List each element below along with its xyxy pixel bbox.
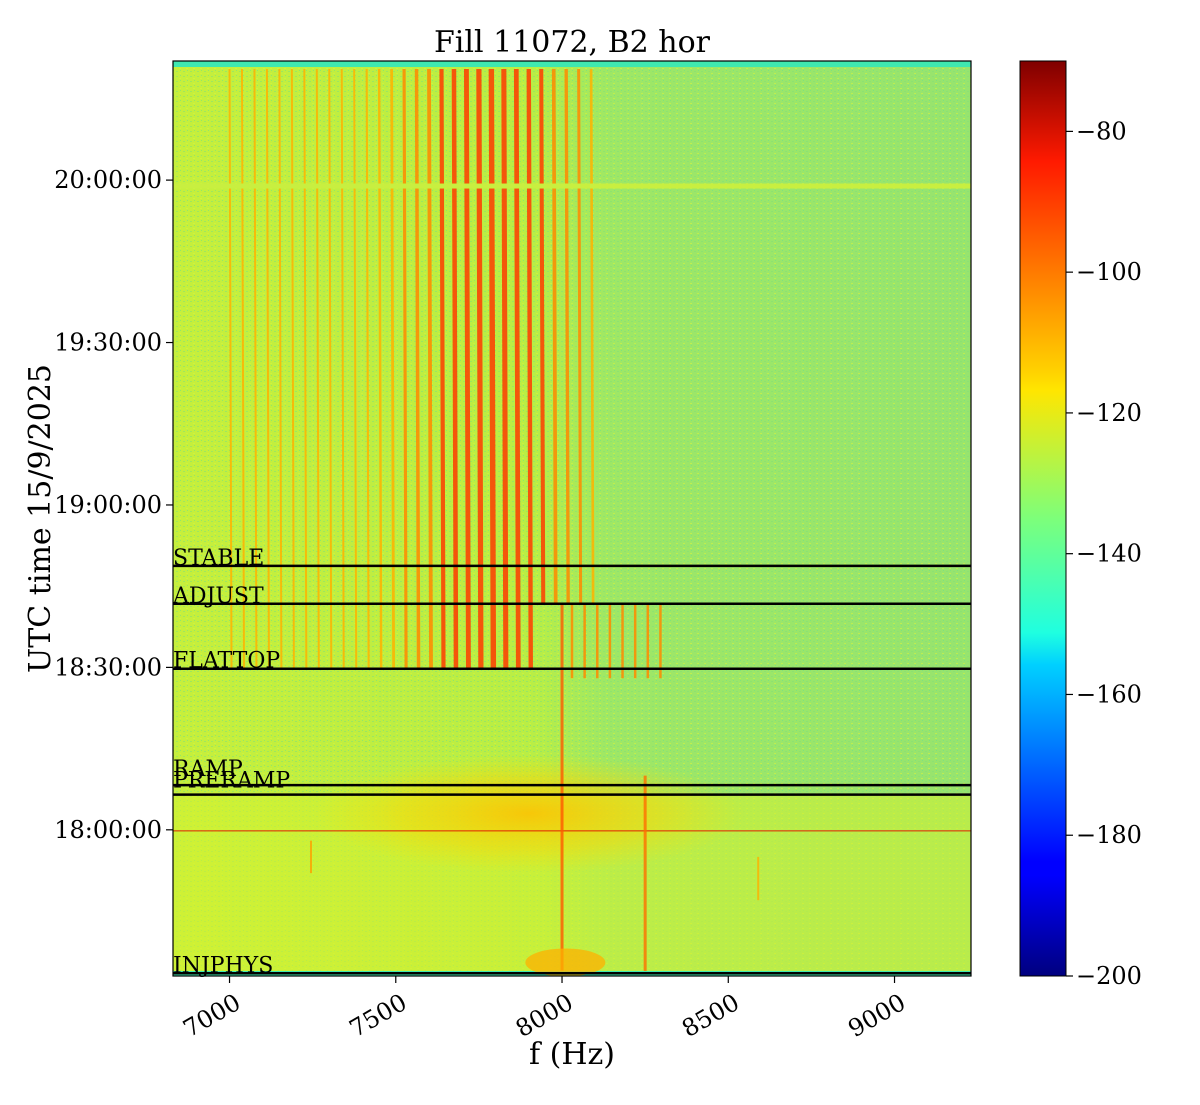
x-axis-label: f (Hz): [529, 1037, 615, 1072]
x-axis: 7000 7500 8000 8500 9000: [178, 976, 910, 1043]
y-axis: 18:00:00 18:30:00 19:00:00 19:30:00 20:00:00: [54, 166, 173, 844]
heatmap-spectral-line: [551, 68, 558, 604]
heatmap-spectral-line: [476, 68, 484, 669]
heatmap-ramp-glow: [312, 753, 745, 874]
heatmap-spectral-line: [377, 68, 383, 669]
heatmap-gap-band: [173, 183, 971, 189]
heatmap-spectral-line: [303, 68, 308, 669]
x-tick-label: 8000: [511, 988, 578, 1043]
phase-label-preramp: PRERAMP: [173, 769, 290, 794]
heatmap-spectral-line: [439, 68, 446, 669]
heatmap-injection-blob: [525, 948, 606, 976]
colorbar-tick-label: −160: [1076, 680, 1142, 708]
heatmap-spectral-line: [402, 68, 408, 669]
y-tick-label: 18:30:00: [54, 653, 162, 681]
y-tick-label: 20:00:00: [54, 166, 162, 194]
colorbar-tick-label: −140: [1076, 540, 1142, 568]
heatmap-spectral-line: [451, 68, 459, 669]
heatmap-spectral-line: [228, 68, 233, 669]
heatmap-top-band: [173, 61, 971, 67]
y-tick-label: 19:30:00: [54, 329, 162, 357]
y-axis-label: UTC time 15/9/2025: [23, 364, 58, 673]
phase-label-ramp: RAMP: [173, 757, 243, 782]
phase-label-flattop: FLATTOP: [173, 649, 280, 674]
heatmap-spectral-line: [488, 68, 497, 669]
heatmap-spectral-line: [253, 68, 258, 669]
heatmap-spectral-line: [589, 68, 595, 604]
y-tick-label: 19:00:00: [54, 491, 162, 519]
x-tick-label: 8500: [677, 988, 744, 1043]
x-tick-label: 7000: [178, 988, 245, 1043]
heatmap-spectral-line: [365, 68, 370, 669]
x-tick-label: 7500: [345, 988, 412, 1043]
heatmap-spectral-line: [328, 68, 333, 669]
y-tick-label: 18:00:00: [54, 816, 162, 844]
heatmap-spectral-line: [290, 68, 295, 669]
heatmap-spectral-line: [539, 68, 546, 604]
phase-label-adjust: ADJUST: [172, 584, 264, 609]
heatmap-spectral-line: [577, 68, 583, 604]
heatmap-spectral-line: [390, 68, 396, 669]
heatmap-spectral-line: [427, 68, 433, 669]
plot-frame: [172, 60, 972, 977]
heatmap-spectral-line: [278, 68, 283, 669]
x-tick-label: 9000: [843, 988, 910, 1043]
heatmap-spectral-line: [414, 68, 421, 669]
phase-label-stable: STABLE: [173, 546, 264, 571]
colorbar-tick-label: −100: [1076, 258, 1142, 286]
heatmap-spectral-line: [315, 68, 320, 669]
heatmap-spectral-line: [513, 68, 521, 669]
colorbar-tick-label: −80: [1076, 117, 1127, 145]
heatmap-spectral-line: [526, 68, 533, 669]
colorbar-tick-label: −180: [1076, 821, 1142, 849]
heatmap-spectral-line: [240, 68, 245, 669]
heatmap-spectral-line: [564, 68, 570, 604]
heatmap-spectral-line: [353, 68, 358, 669]
heatmap-spectral-line: [265, 68, 270, 669]
heatmap-spectral-line: [340, 68, 345, 669]
colorbar: −80 −100 −120 −140 −160 −180 −200: [1019, 60, 1142, 990]
colorbar-gradient: [1019, 60, 1067, 977]
heatmap-spectral-line: [463, 68, 471, 669]
spectrogram-heatmap: [173, 61, 971, 976]
colorbar-tick-label: −120: [1076, 399, 1142, 427]
chart-title: Fill 11072, B2 hor: [434, 25, 711, 60]
phase-label-injphys: INJPHYS: [173, 953, 273, 978]
colorbar-ticks: −80 −100 −120 −140 −160 −180 −200: [1066, 117, 1142, 990]
colorbar-tick-label: −200: [1076, 962, 1142, 990]
heatmap-spectral-line: [501, 68, 509, 669]
